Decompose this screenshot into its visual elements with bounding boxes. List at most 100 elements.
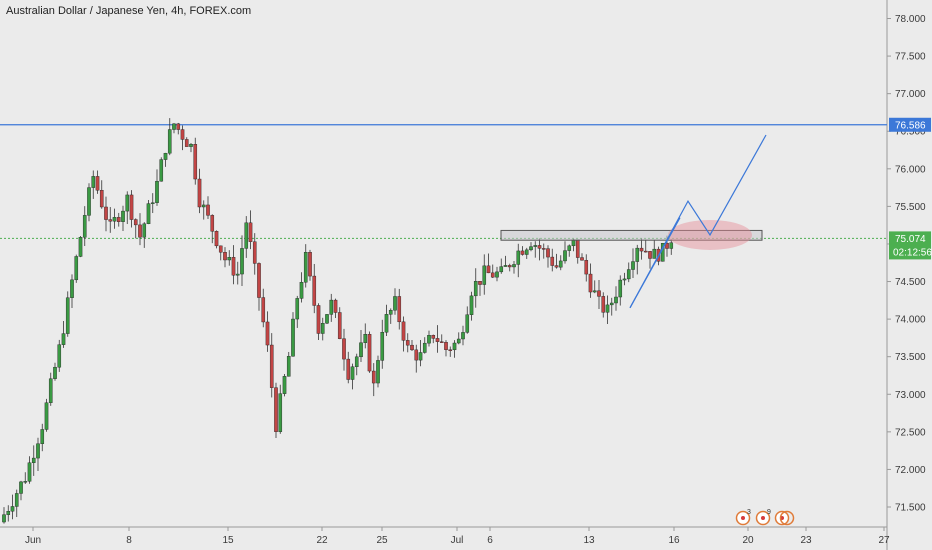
candle-up	[465, 314, 470, 333]
candle-up	[91, 176, 96, 188]
candle-up	[299, 281, 304, 299]
last-price-badge	[889, 231, 931, 260]
candle-down	[367, 334, 372, 372]
candle-up	[2, 514, 6, 523]
candle-down	[597, 290, 601, 297]
y-tick-label: 76.000	[895, 164, 926, 175]
event-dot	[741, 516, 745, 520]
y-tick-label: 73.500	[895, 352, 926, 363]
candle-up	[78, 237, 83, 257]
candle-up	[631, 261, 635, 270]
candle-up	[524, 249, 529, 255]
candle-up	[325, 314, 329, 324]
last-price-label: 75.074	[895, 234, 926, 245]
price-axis[interactable]: 78.000 77.500 77.000 76.500 76.000 75.500 75.0…	[886, 0, 926, 550]
candle-up	[473, 281, 478, 297]
x-tick-label: 25	[376, 535, 388, 546]
x-tick-label: 6	[487, 535, 493, 546]
candle-down	[252, 241, 257, 264]
candle-down	[648, 251, 652, 259]
candle-up	[44, 402, 49, 430]
candle-down	[541, 248, 546, 250]
candle-down	[405, 340, 410, 346]
candle-down	[214, 231, 219, 247]
candle-up	[74, 256, 79, 281]
candle-down	[601, 296, 606, 313]
candle-up	[125, 194, 130, 212]
candle-down	[401, 321, 406, 341]
candle-up	[469, 295, 474, 315]
candle-down	[180, 129, 185, 140]
candle-down	[223, 252, 227, 261]
candle-up	[150, 202, 155, 204]
candle-down	[448, 349, 453, 351]
candle-up	[172, 123, 176, 130]
candle-down	[580, 257, 584, 261]
candle-down	[261, 297, 266, 323]
candle-down	[316, 305, 321, 334]
candle-down	[507, 265, 512, 268]
candle-down	[274, 387, 278, 432]
candle-down	[231, 257, 236, 276]
y-tick-label: 74.500	[895, 277, 926, 288]
candle-down	[269, 344, 274, 388]
x-tick-label: 20	[742, 535, 754, 546]
candle-down	[210, 215, 215, 232]
candle-down	[397, 296, 402, 323]
candle-down	[490, 272, 495, 278]
candle-down	[108, 219, 113, 222]
x-tick-label: 13	[583, 535, 595, 546]
economic-event-icon[interactable]	[779, 510, 795, 526]
candle-up	[82, 215, 87, 238]
candle-down	[218, 245, 223, 253]
candle-down	[257, 263, 261, 298]
candle-up	[452, 342, 457, 351]
candle-down	[550, 256, 555, 266]
candle-up	[380, 332, 385, 361]
candle-up	[503, 265, 508, 267]
drawing-overlays[interactable]	[500, 134, 767, 309]
candle-up	[482, 265, 487, 285]
candle-up	[159, 159, 164, 182]
candle-up	[189, 144, 193, 147]
candle-up	[567, 245, 572, 251]
candle-down	[337, 312, 342, 339]
candle-up	[384, 314, 389, 333]
candle-down	[537, 245, 542, 249]
candle-up	[112, 217, 117, 222]
projection-path[interactable]	[629, 134, 767, 309]
candle-down	[444, 342, 448, 350]
candle-up	[320, 323, 325, 334]
candle-up	[201, 204, 206, 208]
candle-down	[486, 265, 491, 274]
y-tick-label: 74.000	[895, 315, 926, 326]
candle-down	[104, 206, 108, 220]
countdown-label: 02:12:56	[893, 247, 932, 258]
candle-up	[635, 247, 640, 262]
x-tick-label: 8	[126, 535, 132, 546]
candle-down	[588, 273, 593, 293]
candle-down	[176, 123, 181, 130]
candle-down	[312, 275, 317, 306]
candle-down	[478, 281, 482, 285]
resistance-price-badge	[889, 117, 931, 132]
resistance-zone-box[interactable]	[500, 229, 763, 241]
y-tick-label: 77.000	[895, 89, 926, 100]
candle-up	[163, 152, 168, 160]
candle-up	[652, 248, 657, 259]
x-tick-label: 15	[222, 535, 234, 546]
y-tick-label: 73.000	[895, 390, 926, 401]
candle-up	[388, 309, 393, 315]
candle-up	[6, 511, 11, 515]
candle-up	[23, 481, 28, 483]
candle-down	[665, 243, 669, 249]
time-axis[interactable]: Jun 8 15 22 25 Jul 6 13 16 20 23 27	[0, 526, 890, 546]
candle-up	[87, 187, 91, 216]
candle-up	[65, 297, 70, 334]
candle-up	[235, 273, 240, 276]
candle-down	[520, 250, 525, 255]
price-badges: 76.586 75.074 02:12:56	[889, 117, 932, 260]
candle-up	[529, 246, 533, 251]
